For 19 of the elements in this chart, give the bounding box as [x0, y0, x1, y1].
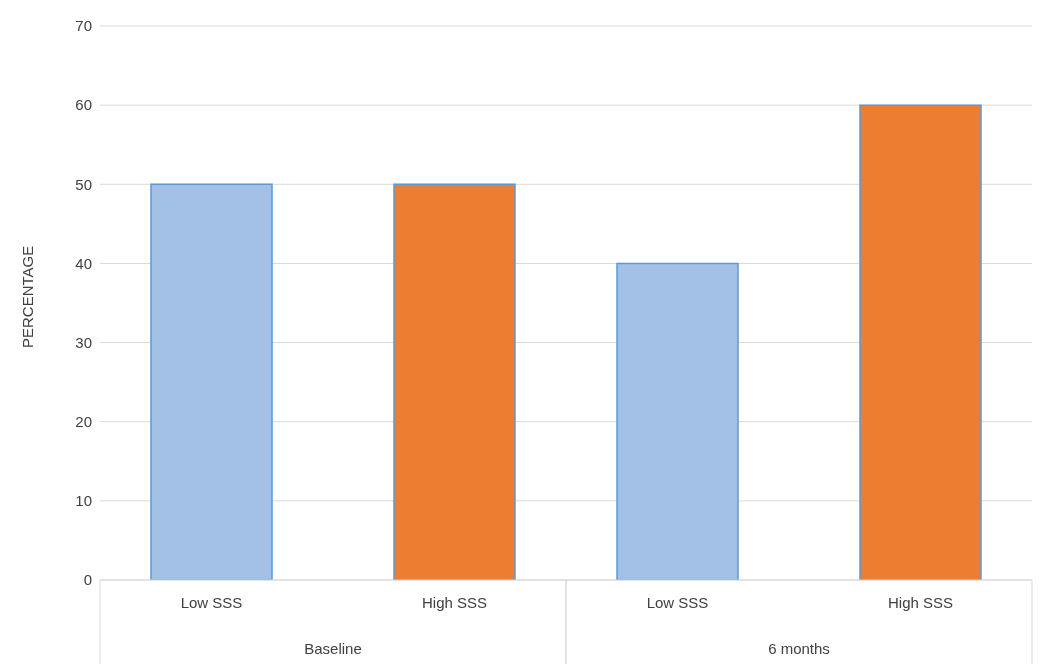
y-tick-label: 60 — [75, 96, 92, 114]
bar — [616, 262, 739, 580]
x-tick-label: Baseline — [304, 640, 362, 657]
series-label: High SSS — [421, 594, 488, 611]
text: Low SSS — [646, 594, 709, 611]
text: High SSS — [887, 594, 954, 611]
y-tick-label: 50 — [75, 175, 92, 193]
bar — [393, 183, 516, 580]
y-tick-label: 30 — [75, 333, 92, 351]
y-tick-label: 70 — [75, 17, 92, 35]
y-tick-label: 10 — [75, 492, 92, 510]
y-tick-label: 20 — [75, 413, 92, 431]
bar — [150, 183, 273, 580]
y-tick-label: 0 — [83, 571, 92, 589]
series-label: Low SSS — [180, 594, 243, 611]
y-tick-label: 40 — [75, 254, 92, 272]
bar — [859, 104, 982, 580]
y-axis-title: PERCENTAGE — [19, 245, 37, 348]
x-tick-label: 6 months — [768, 640, 830, 657]
